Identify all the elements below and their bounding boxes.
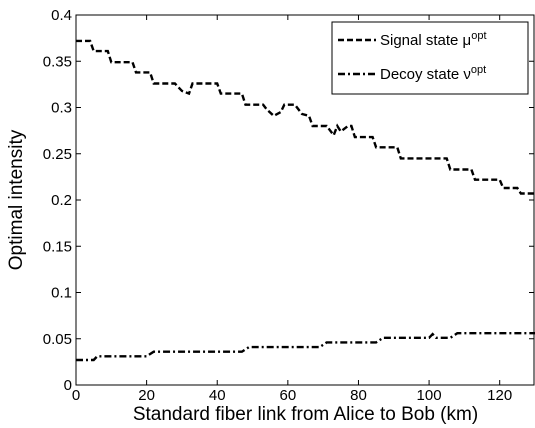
x-tick-label: 60 — [280, 387, 297, 404]
series-line-decoy — [76, 332, 535, 362]
series-layer — [76, 39, 535, 362]
axis-ticks: 0 20 40 60 80 100 120 0 0.05 0.1 0.15 0.2 0.25 0.3 0.3… — [43, 7, 534, 404]
x-tick-label: 20 — [138, 387, 155, 404]
x-axis-label: Standard fiber link from Alice to Bob (k… — [133, 404, 478, 425]
y-tick-label: 0.3 — [51, 100, 72, 117]
y-tick-label: 0 — [64, 377, 72, 394]
y-tick-label: 0.05 — [43, 331, 72, 348]
legend-box — [331, 21, 529, 95]
y-tick-label: 0.15 — [43, 238, 72, 255]
x-tick-label: 0 — [72, 387, 80, 404]
y-tick-label: 0.35 — [43, 53, 72, 70]
legend-label-signal: Signal state μopt — [380, 30, 487, 49]
x-tick-label: 40 — [209, 387, 226, 404]
y-tick-label: 0.2 — [51, 192, 72, 209]
x-tick-label: 120 — [487, 387, 512, 404]
legend: Signal state μopt Decoy state νopt — [331, 21, 529, 95]
x-tick-label: 80 — [350, 387, 367, 404]
legend-label-decoy: Decoy state νopt — [380, 64, 486, 83]
series-line-signal — [76, 39, 535, 195]
y-tick-label: 0.25 — [43, 146, 72, 163]
y-tick-label: 0.1 — [51, 285, 72, 302]
x-tick-label: 100 — [417, 387, 442, 404]
y-axis-label: Optimal intensity — [6, 129, 27, 270]
y-tick-label: 0.4 — [51, 7, 72, 24]
